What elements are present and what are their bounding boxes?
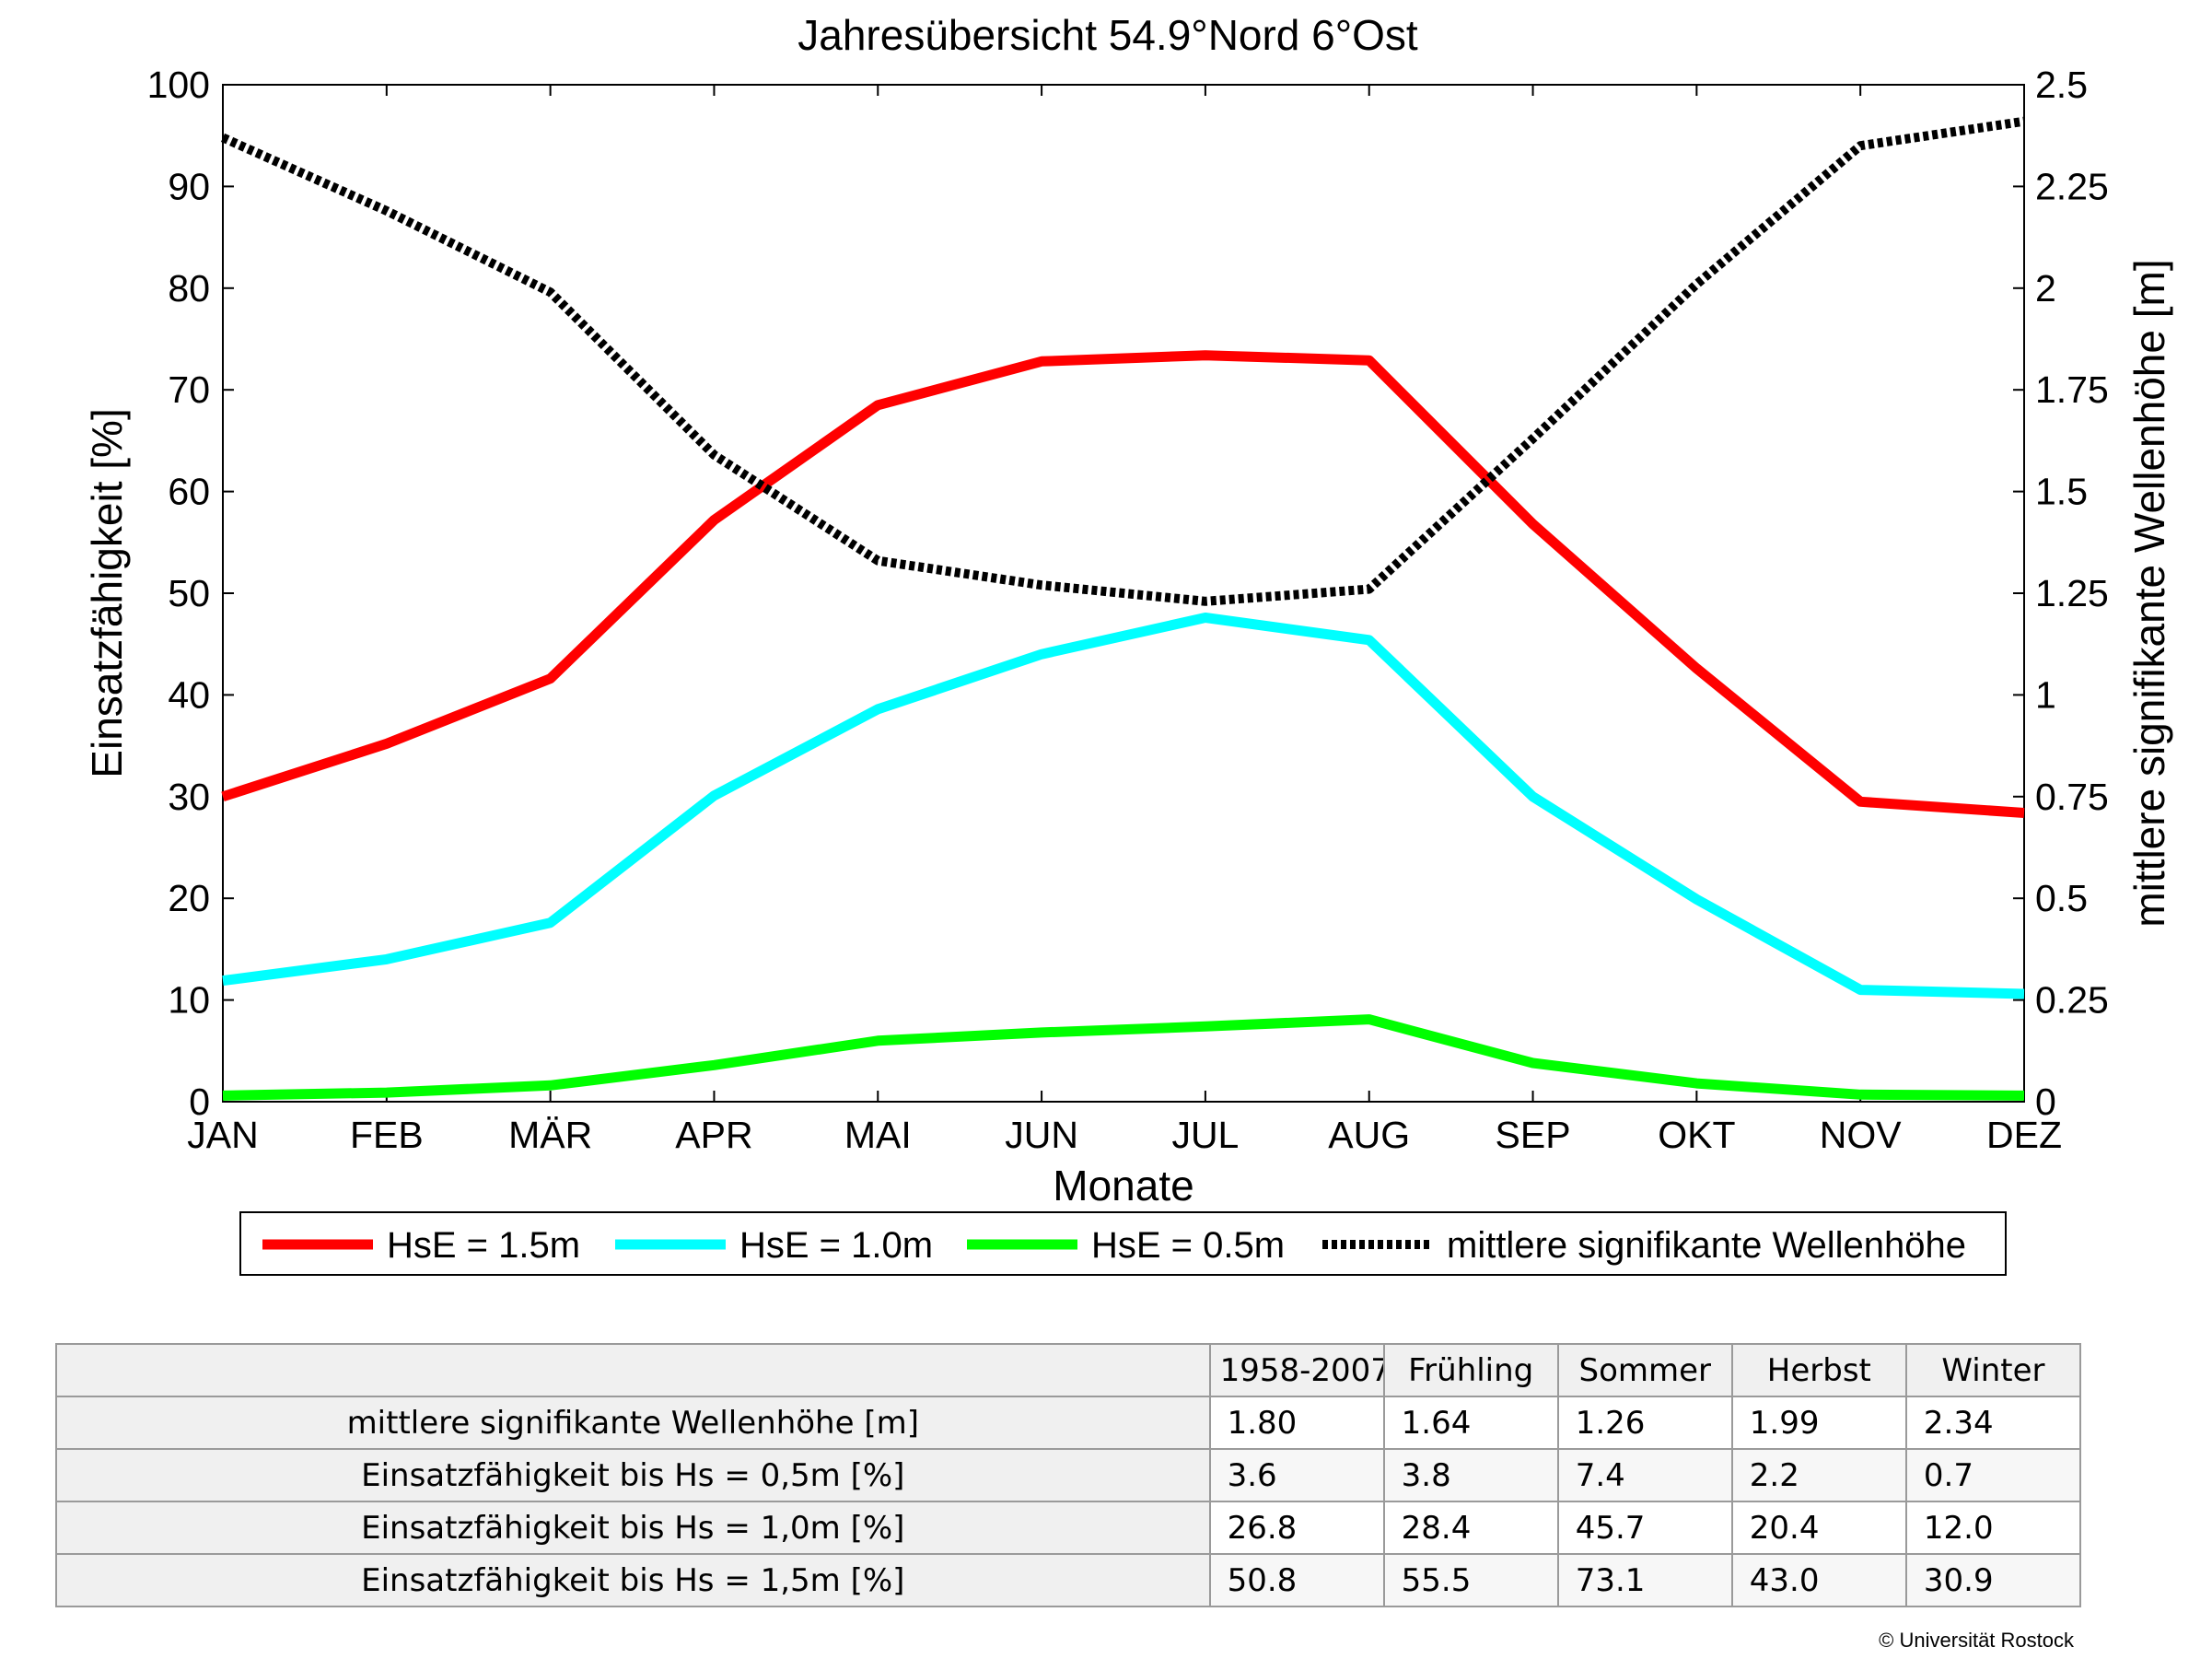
x-axis-title: Monate xyxy=(1053,1162,1193,1209)
table-cell: 28.4 xyxy=(1382,1501,1559,1555)
y2-tick-label: 2 xyxy=(2035,267,2056,310)
legend-label: HsE = 1.5m xyxy=(387,1225,580,1266)
y-tick-label: 60 xyxy=(168,471,210,513)
table-header-row: 1958-2007 Frühling Sommer Herbst Winter xyxy=(55,1343,2082,1397)
x-tick-label: DEZ xyxy=(1986,1114,2062,1156)
table-cell: 50.8 xyxy=(1208,1553,1385,1607)
summary-table: 1958-2007 Frühling Sommer Herbst Winter … xyxy=(55,1343,2082,1607)
table-row: Einsatzfähigkeit bis Hs = 1,5m [%] 50.8 … xyxy=(55,1553,2082,1607)
column-header: Sommer xyxy=(1556,1343,1733,1397)
table-cell: 3.6 xyxy=(1208,1448,1385,1502)
y-tick-label: 50 xyxy=(168,572,210,614)
column-header: Winter xyxy=(1904,1343,2082,1397)
y-tick-label: 40 xyxy=(168,673,210,716)
table-cell: 2.34 xyxy=(1904,1396,2082,1450)
x-tick-label: NOV xyxy=(1820,1114,1903,1156)
x-tick-label: MÄR xyxy=(508,1114,592,1156)
y2-tick-label: 2.25 xyxy=(2035,165,2109,207)
y2-tick-label: 0.75 xyxy=(2035,776,2109,818)
y2-axis-title: mittlere signifikante Wellenhöhe [m] xyxy=(2125,259,2173,927)
y-tick-label: 10 xyxy=(168,979,210,1022)
legend xyxy=(239,1211,2007,1276)
y-tick-label: 0 xyxy=(189,1081,210,1123)
legend-label: mittlere signifikante Wellenhöhe xyxy=(1447,1225,1966,1266)
table-cell: 3.8 xyxy=(1382,1448,1559,1502)
table-cell: 12.0 xyxy=(1904,1501,2082,1555)
legend-label: HsE = 0.5m xyxy=(1091,1225,1285,1266)
table-cell: 1.99 xyxy=(1730,1396,1907,1450)
y-axis-title: Einsatzfähigkeit [%] xyxy=(83,408,131,777)
table-cell: 0.7 xyxy=(1904,1448,2082,1502)
y-tick-label: 70 xyxy=(168,368,210,411)
row-header: mittlere signifikante Wellenhöhe [m] xyxy=(55,1396,1211,1450)
y-tick-label: 100 xyxy=(147,64,210,106)
table-cell: 1.64 xyxy=(1382,1396,1559,1450)
y2-tick-label: 0.25 xyxy=(2035,979,2109,1022)
y2-tick-label: 1.5 xyxy=(2035,471,2088,513)
series-layer xyxy=(220,116,2025,1101)
x-tick-label: JUL xyxy=(1171,1114,1239,1156)
y2-tick-label: 1.75 xyxy=(2035,368,2109,411)
y-tick-label: 30 xyxy=(168,776,210,818)
table-cell: 1.80 xyxy=(1208,1396,1385,1450)
x-tick-label: JUN xyxy=(1005,1114,1078,1156)
table-cell: 43.0 xyxy=(1730,1553,1907,1607)
column-header: Herbst xyxy=(1730,1343,1907,1397)
column-header: 1958-2007 xyxy=(1208,1343,1385,1397)
copyright-notice: © Universität Rostock xyxy=(1879,1629,2074,1652)
table-cell: 55.5 xyxy=(1382,1553,1559,1607)
table-row: mittlere signifikante Wellenhöhe [m] 1.8… xyxy=(55,1396,2082,1450)
x-tick-label: SEP xyxy=(1496,1114,1571,1156)
row-header: Einsatzfähigkeit bis Hs = 1,0m [%] xyxy=(55,1501,1211,1555)
series-line-mittlere-signifikante-wellenh-he xyxy=(220,116,2025,606)
y2-tick-label: 2.5 xyxy=(2035,64,2088,106)
table-cell: 26.8 xyxy=(1208,1501,1385,1555)
y-tick-label: 90 xyxy=(168,165,210,207)
x-tick-label: JAN xyxy=(187,1114,258,1156)
y2-tick-label: 0 xyxy=(2035,1081,2056,1123)
x-tick-label: FEB xyxy=(350,1114,424,1156)
x-tick-label: OKT xyxy=(1658,1114,1735,1156)
chart-title: Jahresübersicht 54.9°Nord 6°Ost xyxy=(797,11,1418,59)
table-cell: 20.4 xyxy=(1730,1501,1907,1555)
x-tick-label: APR xyxy=(675,1114,752,1156)
series-line-hse-1-5m xyxy=(221,350,2025,818)
legend-label: HsE = 1.0m xyxy=(739,1225,933,1266)
row-header: Einsatzfähigkeit bis Hs = 0,5m [%] xyxy=(55,1448,1211,1502)
chart: Jahresübersicht 54.9°Nord 6°Ost JAN FEB MÄ… xyxy=(83,11,2173,1276)
y2-tick-label: 0.5 xyxy=(2035,877,2088,919)
table-row: Einsatzfähigkeit bis Hs = 1,0m [%] 26.8 … xyxy=(55,1501,2082,1555)
table-corner-cell xyxy=(55,1343,1211,1397)
y2-tick-label: 1 xyxy=(2035,673,2056,716)
row-header: Einsatzfähigkeit bis Hs = 1,5m [%] xyxy=(55,1553,1211,1607)
series-line-hse-1-0m xyxy=(222,613,2025,999)
legend-items: HsE = 1.5m HsE = 1.0m HsE = 0.5m mittlere s… xyxy=(262,1225,1966,1266)
column-header: Frühling xyxy=(1382,1343,1559,1397)
table-row: Einsatzfähigkeit bis Hs = 0,5m [%] 3.6 3… xyxy=(55,1448,2082,1502)
series-line-hse-0-5m xyxy=(222,1014,2025,1101)
x-tick-label: MAI xyxy=(844,1114,912,1156)
y2-tick-label: 1.25 xyxy=(2035,572,2109,614)
y-tick-label: 20 xyxy=(168,877,210,919)
table-cell: 2.2 xyxy=(1730,1448,1907,1502)
table-cell: 73.1 xyxy=(1556,1553,1733,1607)
table-cell: 7.4 xyxy=(1556,1448,1733,1502)
axes: JAN FEB MÄR APR MAI JUN JUL AUG SEP OKT NOV DEZ0102… xyxy=(147,64,2109,1156)
table-cell: 1.26 xyxy=(1556,1396,1733,1450)
table-cell: 45.7 xyxy=(1556,1501,1733,1555)
table-cell: 30.9 xyxy=(1904,1553,2082,1607)
y-tick-label: 80 xyxy=(168,267,210,310)
x-tick-label: AUG xyxy=(1328,1114,1410,1156)
